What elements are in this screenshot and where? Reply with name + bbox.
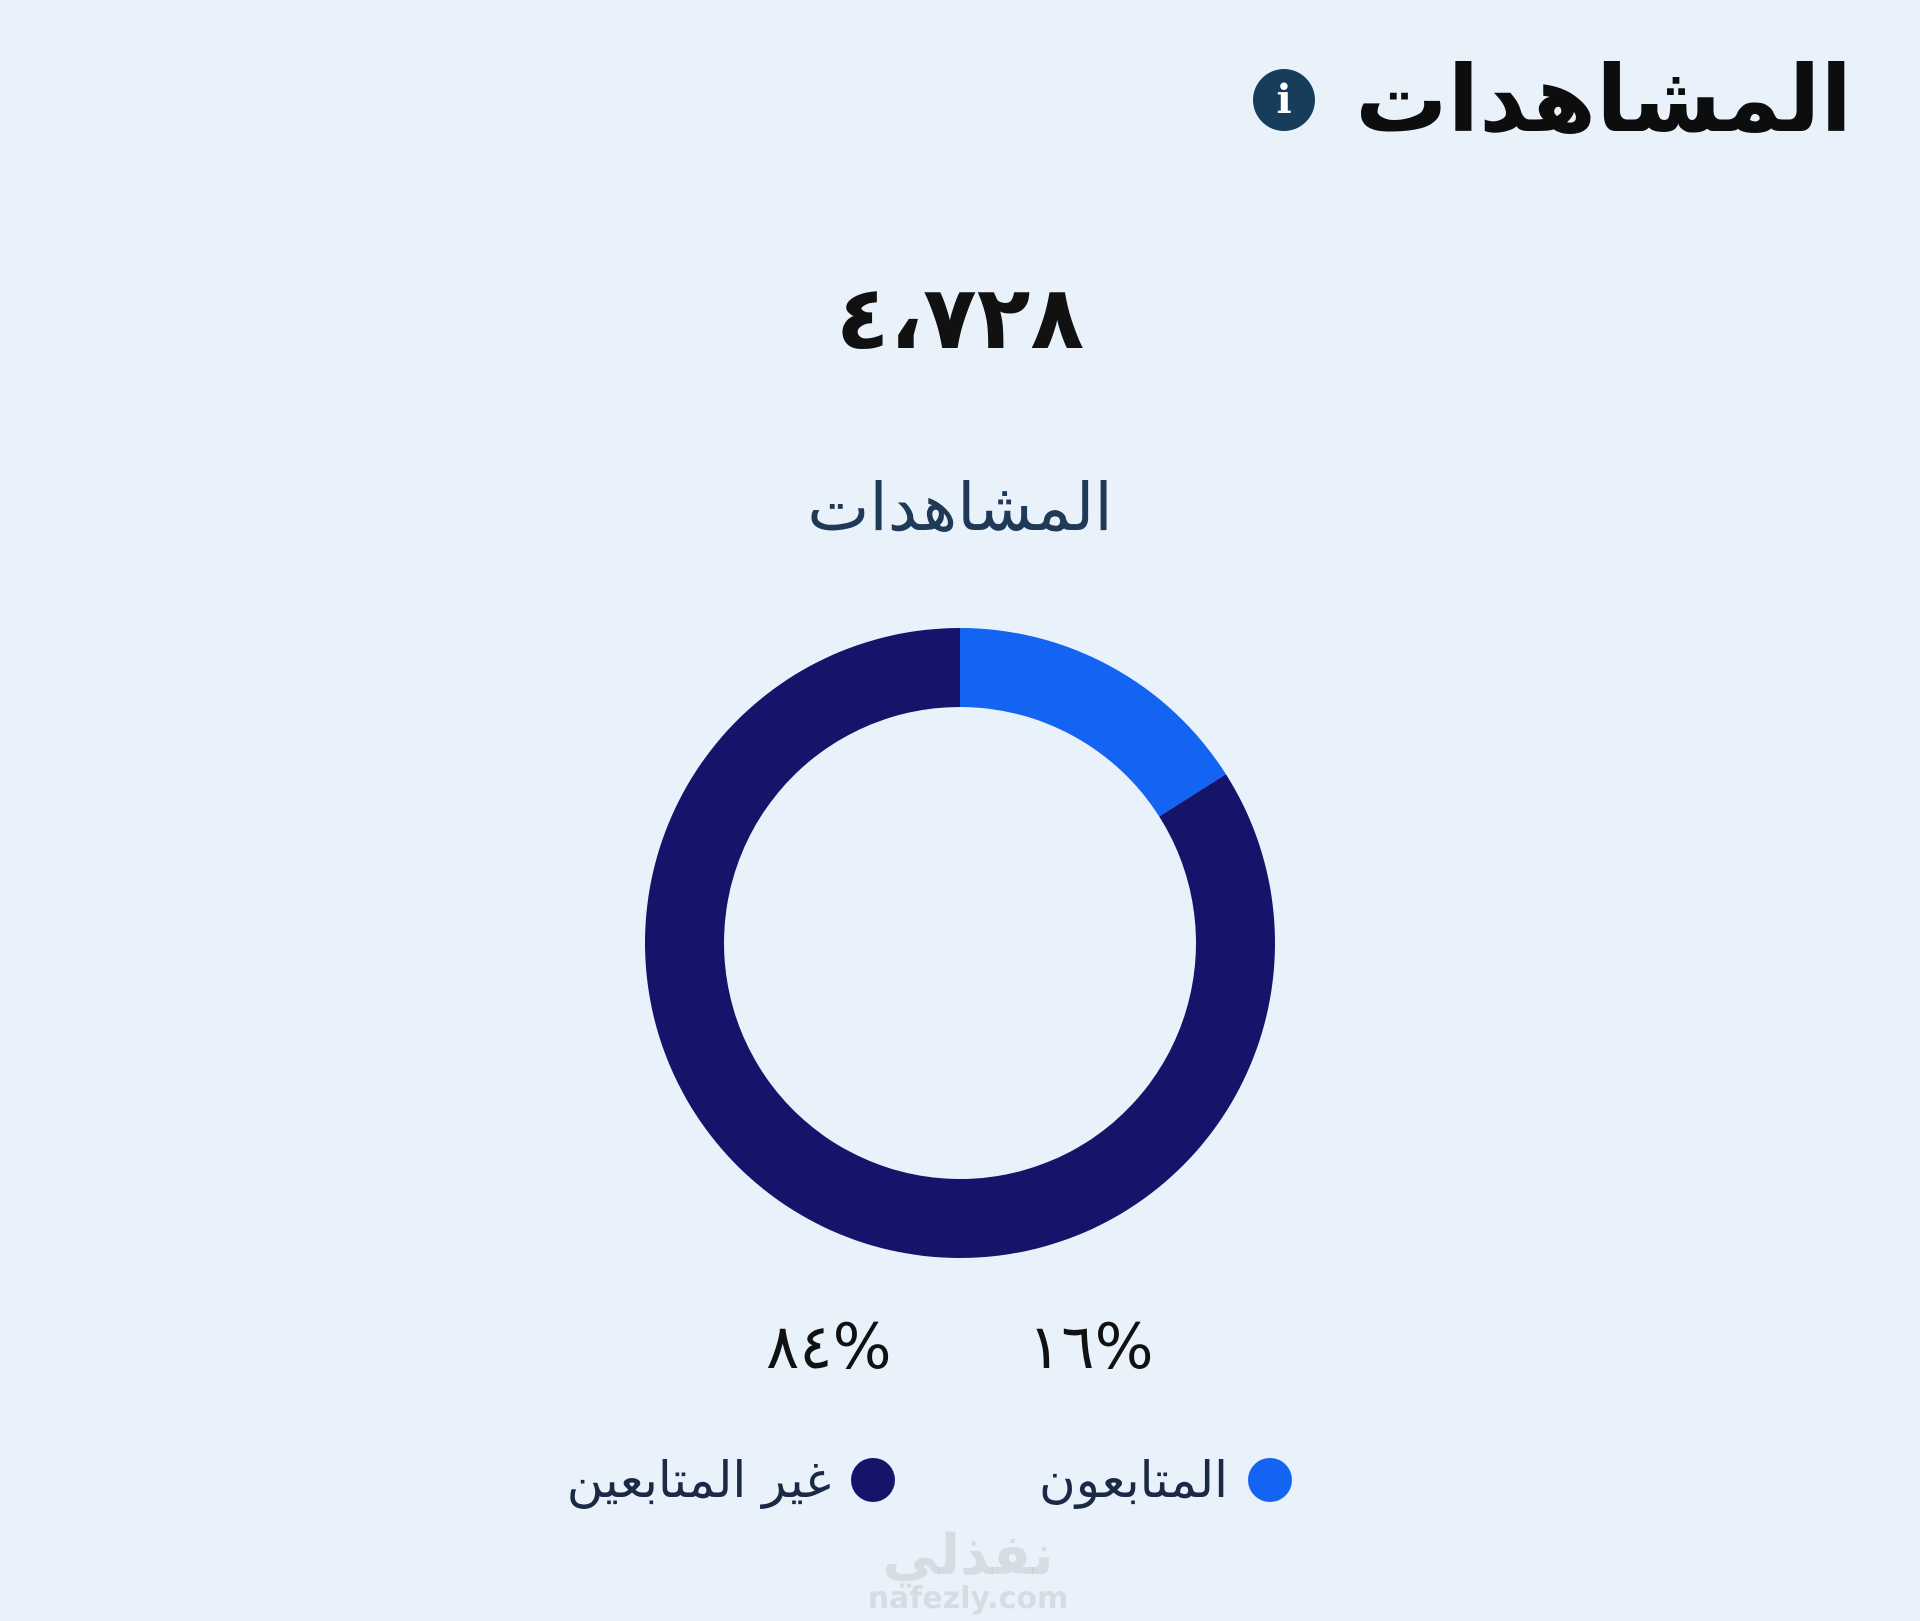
- legend-item-followers: المتابعون: [1039, 1450, 1292, 1510]
- watermark-text: نفذلي: [882, 1523, 1054, 1588]
- header: المشاهدات i: [1253, 40, 1852, 160]
- value-label-followers: ١٦%: [1028, 1310, 1154, 1383]
- chart-subtitle: المشاهدات: [807, 469, 1113, 546]
- watermark-url: nafezly.com: [867, 1581, 1069, 1616]
- legend-label-followers: المتابعون: [1039, 1451, 1228, 1509]
- legend-item-non-followers: غير المتابعين: [567, 1450, 895, 1510]
- legend-dot-non-followers: [851, 1458, 895, 1502]
- legend-dot-followers: [1248, 1458, 1292, 1502]
- legend-label-non-followers: غير المتابعين: [566, 1451, 831, 1509]
- value-label-non-followers: ٨٤%: [766, 1310, 892, 1383]
- watermark: نفذلي nafezly.com: [858, 1528, 1078, 1614]
- total-views: ٤،٧٢٨: [835, 266, 1085, 369]
- info-icon[interactable]: i: [1253, 68, 1316, 131]
- page-title: المشاهدات: [1355, 46, 1852, 153]
- slice-followers: [960, 628, 1226, 817]
